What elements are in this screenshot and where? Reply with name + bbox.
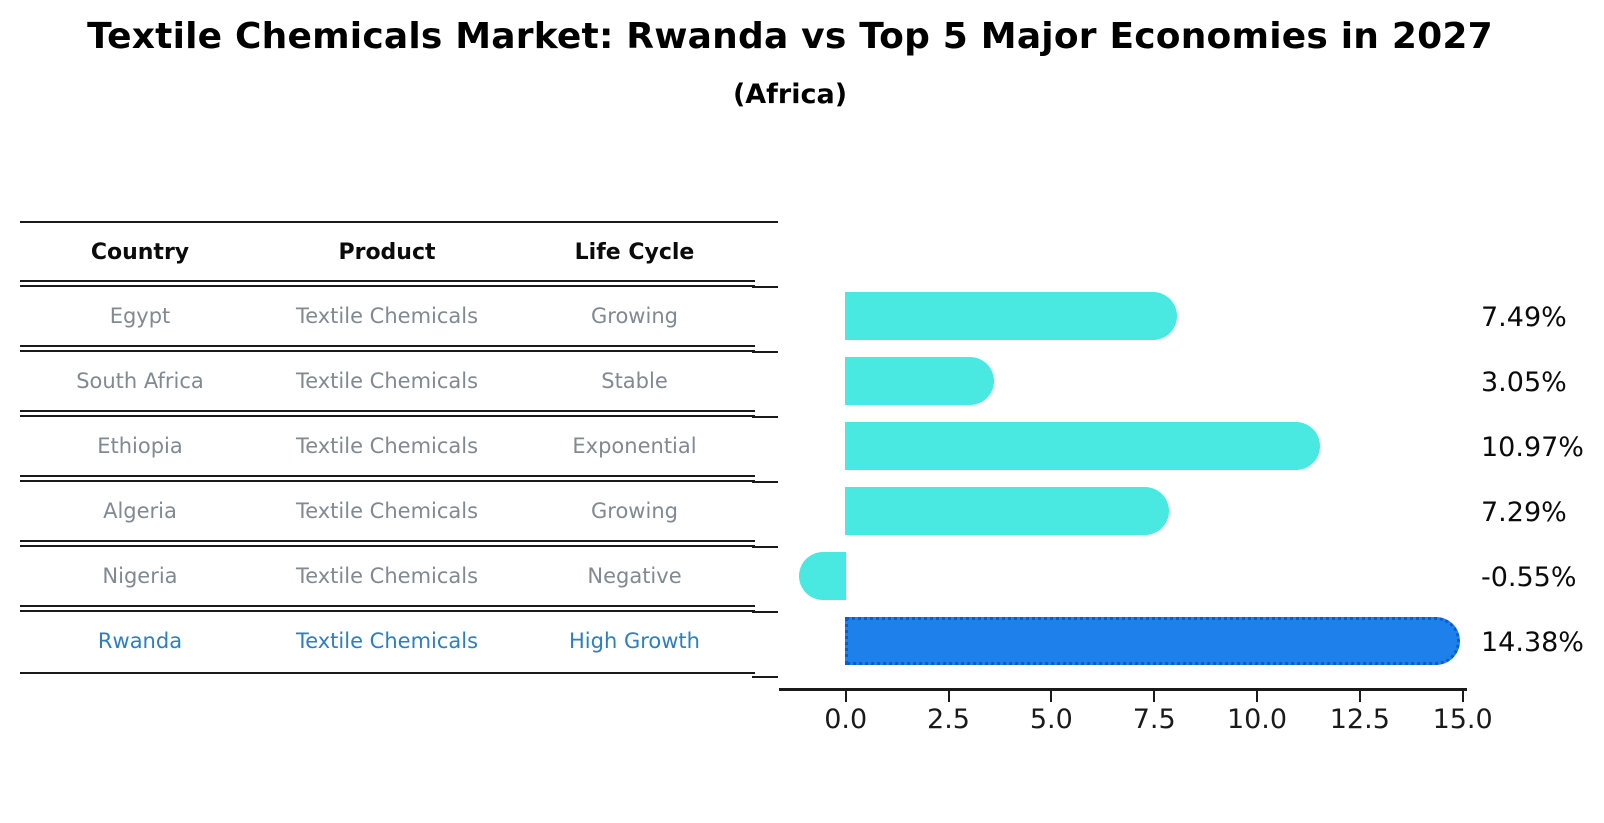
y-axis-tick bbox=[752, 416, 778, 418]
x-axis-tick bbox=[1461, 691, 1464, 702]
x-axis-tick-label: 2.5 bbox=[927, 704, 970, 735]
table-row: Egypt Textile Chemicals Growing bbox=[20, 283, 755, 348]
bar-rwanda bbox=[844, 617, 1461, 665]
x-axis-tick-label: 15.0 bbox=[1432, 704, 1493, 735]
table-row: Rwanda Textile Chemicals High Growth bbox=[20, 608, 755, 673]
table-bottom-rule bbox=[20, 672, 755, 674]
x-axis-tick-label: 7.5 bbox=[1132, 704, 1176, 735]
chart-subtitle: (Africa) bbox=[732, 79, 848, 110]
value-label: 7.29% bbox=[1481, 497, 1567, 528]
cell-product: Textile Chemicals bbox=[295, 433, 479, 458]
table-row: Algeria Textile Chemicals Growing bbox=[20, 478, 755, 543]
cell-product: Textile Chemicals bbox=[295, 628, 479, 653]
table-row: South Africa Textile Chemicals Stable bbox=[20, 348, 755, 413]
cell-product: Textile Chemicals bbox=[295, 303, 479, 328]
table-row-divider bbox=[20, 605, 755, 612]
y-axis-tick bbox=[752, 351, 778, 353]
x-axis-tick-label: 0.0 bbox=[824, 704, 868, 735]
x-axis-tick-label: 10.0 bbox=[1226, 704, 1288, 735]
y-axis-tick bbox=[752, 676, 778, 678]
cell-life-cycle: Negative bbox=[587, 563, 682, 588]
header-country: Country bbox=[90, 240, 190, 265]
cell-country: Nigeria bbox=[102, 563, 178, 588]
table-row-divider bbox=[20, 345, 755, 352]
cell-life-cycle: Stable bbox=[601, 368, 668, 393]
y-axis-tick bbox=[752, 546, 778, 548]
x-axis-tick-label: 12.5 bbox=[1329, 704, 1390, 735]
bar-ethiopia bbox=[844, 422, 1320, 470]
value-label: -0.55% bbox=[1481, 562, 1577, 593]
bar-nigeria bbox=[799, 552, 846, 600]
bar-egypt bbox=[844, 292, 1177, 340]
value-label: 7.49% bbox=[1481, 302, 1567, 333]
cell-life-cycle: Growing bbox=[591, 303, 678, 328]
table-top-rule bbox=[20, 221, 755, 223]
cell-country: Egypt bbox=[109, 303, 171, 328]
cell-product: Textile Chemicals bbox=[295, 368, 479, 393]
table-row-divider bbox=[20, 280, 755, 287]
cell-country: Algeria bbox=[103, 498, 177, 523]
table-row-divider bbox=[20, 540, 755, 547]
chart-title: Textile Chemicals Market: Rwanda vs Top … bbox=[87, 16, 1493, 57]
x-axis-tick bbox=[1153, 691, 1156, 702]
header-product: Product bbox=[338, 240, 436, 265]
table-row-divider bbox=[20, 410, 755, 417]
y-axis-tick bbox=[752, 286, 778, 288]
bar-algeria bbox=[844, 487, 1169, 535]
y-axis-tick bbox=[752, 481, 778, 483]
cell-life-cycle: High Growth bbox=[569, 628, 700, 653]
x-axis-tick bbox=[844, 691, 847, 702]
cell-life-cycle: Growing bbox=[591, 498, 678, 523]
x-axis-tick bbox=[947, 691, 950, 702]
x-axis-tick bbox=[1256, 691, 1258, 702]
cell-product: Textile Chemicals bbox=[295, 563, 479, 588]
table-header-row: Country Product Life Cycle bbox=[20, 222, 755, 283]
x-axis-tick bbox=[1050, 691, 1053, 702]
x-axis-tick bbox=[1358, 691, 1361, 702]
x-axis-tick-label: 5.0 bbox=[1029, 704, 1073, 735]
y-axis-tick bbox=[752, 611, 778, 613]
y-axis-tick bbox=[752, 221, 778, 223]
cell-country: Rwanda bbox=[97, 628, 183, 653]
table-row: Ethiopia Textile Chemicals Exponential bbox=[20, 413, 755, 478]
bar-south-africa bbox=[844, 357, 995, 405]
cell-life-cycle: Exponential bbox=[572, 433, 697, 458]
x-axis-line bbox=[779, 688, 1467, 691]
cell-country: Ethiopia bbox=[97, 433, 183, 458]
table-row: Nigeria Textile Chemicals Negative bbox=[20, 543, 755, 608]
value-label: 3.05% bbox=[1481, 367, 1567, 398]
header-life-cycle: Life Cycle bbox=[574, 240, 695, 265]
value-label: 10.97% bbox=[1481, 432, 1584, 463]
cell-product: Textile Chemicals bbox=[295, 498, 479, 523]
table-row-divider bbox=[20, 475, 755, 482]
value-label: 14.38% bbox=[1481, 627, 1584, 658]
cell-country: South Africa bbox=[76, 368, 204, 393]
